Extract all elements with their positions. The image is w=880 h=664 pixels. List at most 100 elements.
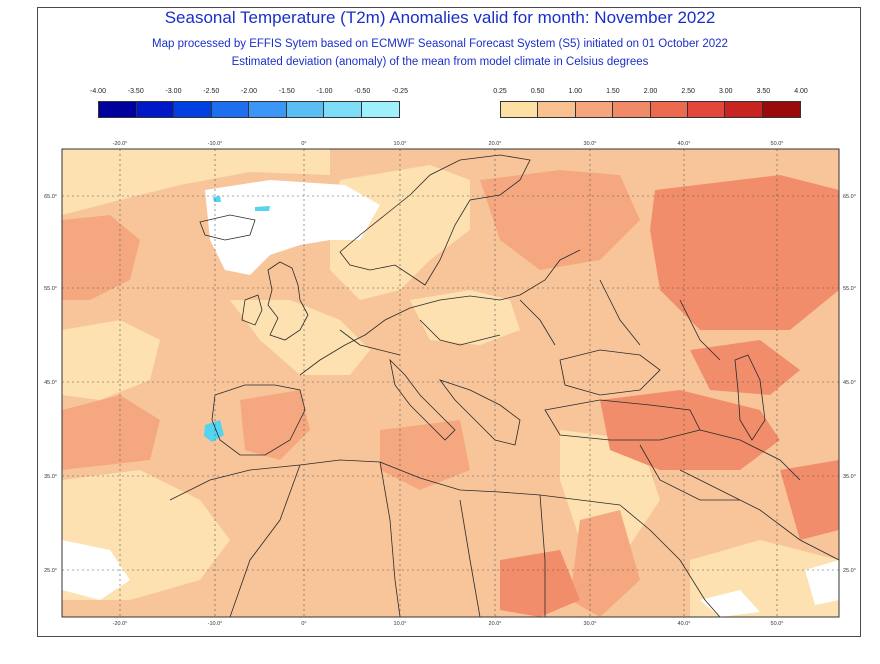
legend-positive-swatch (538, 102, 576, 117)
anomaly-zone-medium (240, 390, 310, 460)
legend-positive-labels: 0.25 0.50 1.00 1.50 2.00 2.50 3.00 3.50 4.00 (493, 88, 808, 98)
coastline-border (241, 294, 263, 326)
legend-negative-swatch (99, 102, 137, 117)
legend-negative-label: -1.50 (278, 88, 295, 95)
latitude-tick-label-left: 35.0° (44, 474, 57, 480)
legend-negative-label: -2.00 (241, 88, 257, 95)
legend-positive-label: 1.00 (568, 88, 583, 95)
coastline-border (438, 379, 521, 446)
legend-positive-swatch (687, 102, 726, 117)
anomaly-zone-light (62, 320, 160, 400)
legend-negative-swatch (174, 102, 212, 117)
legend-positive-label: 0.50 (530, 88, 545, 95)
anomaly-zone-cool (255, 206, 270, 211)
latitude-tick-label-right: 35.0° (843, 474, 856, 480)
longitude-tick-label-bottom: -10.0° (208, 621, 223, 627)
legend-negative-label: -2.50 (203, 88, 220, 95)
longitude-tick-label-bottom: 10.0° (394, 621, 407, 627)
coastline-border (679, 469, 839, 561)
map-border (61, 148, 840, 618)
anomaly-zone-strong (690, 340, 800, 395)
legend-positive-label: 3.50 (756, 88, 771, 95)
latitude-tick-label-right: 55.0° (843, 286, 856, 292)
longitude-tick-label-bottom: 30.0° (584, 621, 597, 627)
map-title: Seasonal Temperature (T2m) Anomalies val… (164, 8, 716, 27)
legend-negative-label: -0.25 (392, 88, 408, 95)
anomaly-zone-strong (650, 175, 839, 330)
longitude-tick-label-bottom: 0° (301, 621, 306, 627)
anomaly-zone-strong (500, 550, 580, 617)
anomaly-zone-neutral (205, 180, 380, 275)
coastline-border (539, 494, 546, 617)
coastline-border (339, 154, 531, 286)
legend-negative-swatch (361, 102, 399, 117)
coastline-border (419, 319, 501, 346)
coastline-border (459, 499, 481, 617)
legend-positive-label: 2.50 (681, 88, 695, 95)
anomaly-zone-light (62, 149, 330, 215)
legend-negative-swatch (249, 102, 287, 117)
coastline-border (559, 349, 661, 396)
longitude-tick-label-bottom: -20.0° (113, 621, 128, 627)
legend-negative-swatch (211, 102, 249, 117)
anomaly-zone-medium (570, 510, 640, 617)
longitude-tick-label-top: -20.0° (113, 141, 128, 147)
longitude-tick-label-top: 40.0° (678, 141, 691, 147)
latitude-tick-label-left: 45.0° (44, 380, 57, 386)
legend-negative-label: -0.50 (354, 88, 371, 95)
legend-negative-label: -3.50 (127, 88, 144, 95)
anomaly-zone-medium (62, 215, 140, 300)
anomaly-zone-strong (780, 460, 839, 540)
legend-positive-label: 0.25 (493, 88, 507, 95)
latitude-tick-label-right: 25.0° (843, 568, 856, 574)
coastline-border (199, 214, 256, 241)
coastline-border (211, 384, 306, 456)
coastline-border (699, 429, 801, 481)
latitude-tick-label-right: 45.0° (843, 380, 856, 386)
coastline-border (229, 464, 301, 617)
latitude-tick-label-left: 25.0° (44, 568, 57, 574)
longitude-tick-label-bottom: 20.0° (489, 621, 502, 627)
legend-negative-swatch (286, 102, 324, 117)
map-area (62, 149, 839, 617)
legend-positive-swatch (501, 102, 539, 117)
longitude-tick-label-top: 50.0° (771, 141, 784, 147)
legend-negative-labels: -4.00 -3.50 -3.00 -2.50 -2.00 -1.50 -1.00 -0.50… (90, 88, 408, 98)
legend-positive-colorbar (500, 101, 801, 118)
legend-positive-swatch (650, 102, 688, 117)
anomaly-zone-strong (600, 390, 780, 470)
anomaly-zone-light (230, 300, 370, 375)
legend-positive-swatch (575, 102, 614, 117)
coastline-border (267, 261, 309, 341)
legend-positive-swatch (613, 102, 651, 117)
coastline-border (599, 279, 641, 346)
anomaly-zone-neutral (700, 590, 760, 617)
legend-negative-colorbar (98, 101, 400, 118)
legend-positive-label: 4.00 (794, 88, 808, 95)
coastline-border (379, 461, 401, 617)
latitude-tick-label-right: 65.0° (843, 194, 856, 200)
legend-positive-swatch (762, 102, 800, 117)
anomaly-zone-light (410, 290, 520, 345)
legend-negative-label: -3.00 (165, 88, 182, 95)
anomaly-zone-neutral (805, 560, 839, 605)
longitude-tick-label-top: -10.0° (208, 141, 223, 147)
map-subtitle-processing: Map processed by EFFIS Sytem based on EC… (152, 38, 728, 50)
coastline-border (734, 354, 766, 441)
longitude-tick-label-top: 30.0° (584, 141, 597, 147)
coastline-border (339, 329, 401, 356)
legend-positive-label: 3.00 (718, 88, 733, 95)
legend-negative-swatch (324, 102, 362, 117)
coastline-border (639, 444, 740, 501)
legend-negative-swatch (136, 102, 174, 117)
coastline-border (679, 299, 721, 361)
anomaly-zone-cool (213, 196, 221, 202)
longitude-tick-label-top: 0° (301, 141, 306, 147)
coastline-border (519, 299, 556, 346)
anomaly-zone-medium (62, 395, 160, 470)
legend-negative-label: -4.00 (90, 88, 106, 95)
longitude-tick-label-bottom: 40.0° (678, 621, 691, 627)
longitude-tick-label-bottom: 50.0° (771, 621, 784, 627)
anomaly-zone-medium (480, 170, 640, 270)
